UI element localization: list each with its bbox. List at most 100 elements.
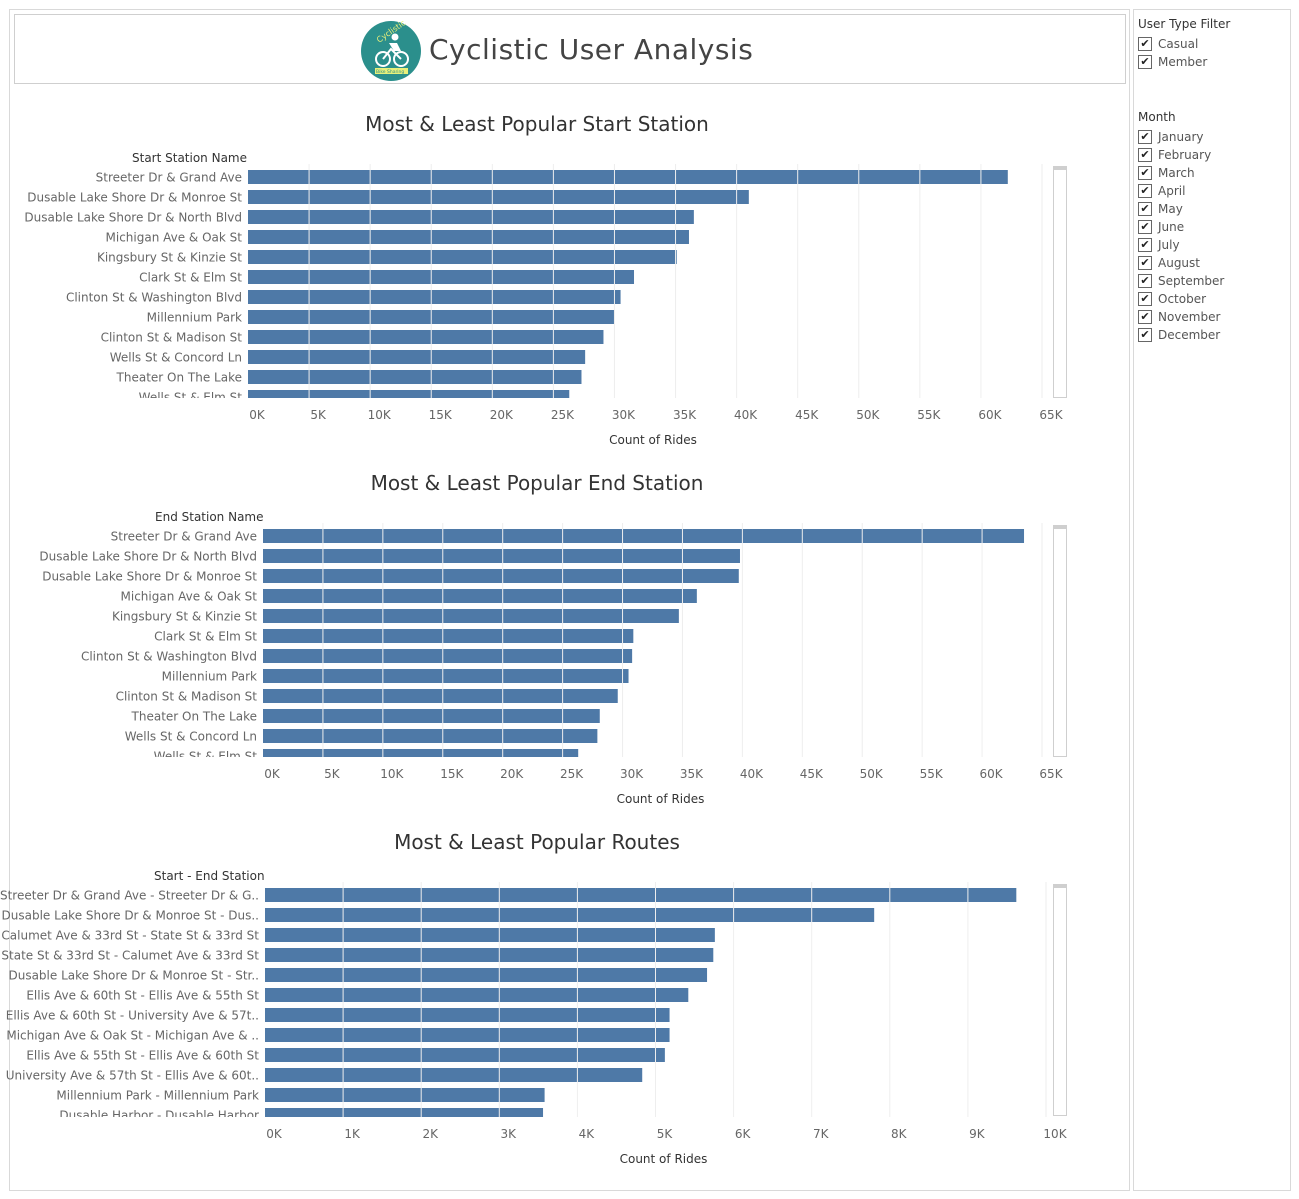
start-station-x-tick-label: 25K	[551, 408, 575, 422]
start-station-x-tick-label: 60K	[978, 408, 1002, 422]
end-station-category-label: Dusable Lake Shore Dr & Monroe St	[42, 570, 257, 584]
route-category-label: Ellis Ave & 60th St - Ellis Ave & 55th S…	[26, 989, 259, 1003]
month-option[interactable]: ✔ April	[1138, 182, 1185, 199]
month-option-label: March	[1158, 165, 1195, 180]
end-station-bar	[263, 669, 629, 683]
user-type-option[interactable]: ✔ Casual	[1138, 35, 1198, 52]
month-option[interactable]: ✔ September	[1138, 272, 1224, 289]
end-station-x-tick-label: 30K	[620, 767, 644, 781]
route-bar	[265, 1008, 670, 1022]
start-station-bar	[248, 210, 694, 224]
checkbox-checked-icon[interactable]: ✔	[1138, 255, 1152, 270]
route-category-label: University Ave & 57th St - Ellis Ave & 6…	[6, 1069, 259, 1083]
start-station-category-label: Clinton St & Madison St	[101, 331, 243, 345]
end-station-category-label: Millennium Park	[162, 670, 257, 684]
checkbox-checked-icon[interactable]: ✔	[1138, 129, 1152, 144]
month-option-label: February	[1158, 147, 1212, 162]
end-station-bar	[263, 649, 633, 663]
start-station-axis-header: Start Station Name	[132, 151, 248, 165]
month-option[interactable]: ✔ May	[1138, 200, 1183, 217]
start-station-x-tick-label: 20K	[490, 408, 514, 422]
start-station-x-tick-label: 45K	[795, 408, 819, 422]
month-option-label: June	[1158, 219, 1185, 234]
end-station-chart-title: Most & Least Popular End Station	[370, 471, 704, 495]
start-station-category-label: Streeter Dr & Grand Ave	[96, 171, 242, 185]
start-station-scroll-thumb[interactable]	[1054, 167, 1066, 170]
route-bar	[265, 908, 875, 922]
route-category-label: Dusable Lake Shore Dr & Monroe St - Dus.…	[2, 909, 259, 923]
month-option[interactable]: ✔ August	[1138, 254, 1200, 271]
start-station-bar	[248, 170, 1008, 184]
start-station-category-label: Wells St & Concord Ln	[110, 351, 242, 365]
end-station-x-tick-label: 35K	[680, 767, 704, 781]
end-station-axis-header: End Station Name	[155, 510, 264, 524]
route-category-label: State St & 33rd St - Calumet Ave & 33rd …	[1, 949, 259, 963]
checkbox-checked-icon[interactable]: ✔	[1138, 165, 1152, 180]
end-station-x-tick-label: 10K	[380, 767, 404, 781]
month-option[interactable]: ✔ March	[1138, 164, 1195, 181]
checkbox-checked-icon[interactable]: ✔	[1138, 309, 1152, 324]
start-station-scrollbar[interactable]	[1053, 166, 1067, 398]
end-station-bar	[263, 729, 598, 743]
checkbox-checked-icon[interactable]: ✔	[1138, 237, 1152, 252]
checkbox-checked-icon[interactable]: ✔	[1138, 291, 1152, 306]
end-station-category-label: Wells St & Concord Ln	[125, 730, 257, 744]
route-x-tick-label: 3K	[501, 1127, 518, 1141]
end-station-x-tick-label: 0K	[264, 767, 281, 781]
month-option[interactable]: ✔ December	[1138, 326, 1220, 343]
end-station-x-tick-label: 15K	[440, 767, 464, 781]
start-station-x-axis-label: Count of Rides	[609, 433, 697, 447]
end-station-bar	[263, 609, 679, 623]
user-type-option[interactable]: ✔ Member	[1138, 53, 1207, 70]
routes-scroll-thumb[interactable]	[1054, 885, 1066, 888]
end-station-category-label: Kingsbury St & Kinzie St	[112, 610, 257, 624]
month-option[interactable]: ✔ February	[1138, 146, 1211, 163]
checkbox-checked-icon[interactable]: ✔	[1138, 219, 1152, 234]
start-station-category-label: Kingsbury St & Kinzie St	[97, 251, 242, 265]
start-station-category-label: Wells St & Elm St	[139, 391, 243, 405]
checkbox-checked-icon[interactable]: ✔	[1138, 183, 1152, 198]
end-station-x-tick-label: 25K	[560, 767, 584, 781]
route-category-label: Millennium Park - Millennium Park	[56, 1089, 259, 1103]
end-station-bar	[263, 549, 740, 563]
start-station-category-label: Clark St & Elm St	[139, 271, 242, 285]
month-option[interactable]: ✔ July	[1138, 236, 1180, 253]
start-station-x-tick-label: 10K	[368, 408, 392, 422]
end-station-scrollbar[interactable]	[1053, 525, 1067, 757]
route-category-label: Michigan Ave & Oak St - Michigan Ave & .…	[6, 1029, 259, 1043]
checkbox-checked-icon[interactable]: ✔	[1138, 36, 1152, 51]
month-option-label: July	[1158, 237, 1180, 252]
checkbox-checked-icon[interactable]: ✔	[1138, 54, 1152, 69]
end-station-bar	[263, 689, 618, 703]
route-x-tick-label: 5K	[657, 1127, 674, 1141]
route-x-tick-label: 10K	[1043, 1127, 1067, 1141]
routes-chart-title: Most & Least Popular Routes	[394, 830, 680, 854]
month-option[interactable]: ✔ June	[1138, 218, 1184, 235]
month-option[interactable]: ✔ November	[1138, 308, 1220, 325]
end-station-scroll-thumb[interactable]	[1054, 526, 1066, 529]
month-option[interactable]: ✔ January	[1138, 128, 1204, 145]
end-station-category-label: Theater On The Lake	[131, 710, 257, 724]
checkbox-checked-icon[interactable]: ✔	[1138, 147, 1152, 162]
route-x-tick-label: 2K	[422, 1127, 439, 1141]
checkbox-checked-icon[interactable]: ✔	[1138, 201, 1152, 216]
start-station-category-label: Clinton St & Washington Blvd	[66, 291, 242, 305]
filter-panel	[1133, 9, 1291, 1191]
month-filter-title: Month	[1138, 110, 1176, 124]
route-x-axis-label: Count of Rides	[620, 1152, 708, 1166]
month-option[interactable]: ✔ October	[1138, 290, 1206, 307]
user-type-option-label: Casual	[1158, 36, 1199, 51]
checkbox-checked-icon[interactable]: ✔	[1138, 273, 1152, 288]
end-station-x-tick-label: 45K	[800, 767, 824, 781]
routes-scrollbar[interactable]	[1053, 884, 1067, 1116]
logo-text-bottom: Bike Sharing	[376, 69, 404, 75]
end-station-category-label: Streeter Dr & Grand Ave	[111, 530, 257, 544]
dashboard-header: Cyclistic Bike Sharing Cyclistic User An…	[14, 14, 1126, 84]
dashboard-frame	[9, 9, 1130, 1191]
start-station-x-tick-label: 55K	[917, 408, 941, 422]
page-title: Cyclistic User Analysis	[429, 33, 754, 66]
end-station-category-label: Clinton St & Madison St	[116, 690, 258, 704]
checkbox-checked-icon[interactable]: ✔	[1138, 327, 1152, 342]
start-station-section: Most & Least Popular Start Station Start…	[14, 112, 1126, 452]
